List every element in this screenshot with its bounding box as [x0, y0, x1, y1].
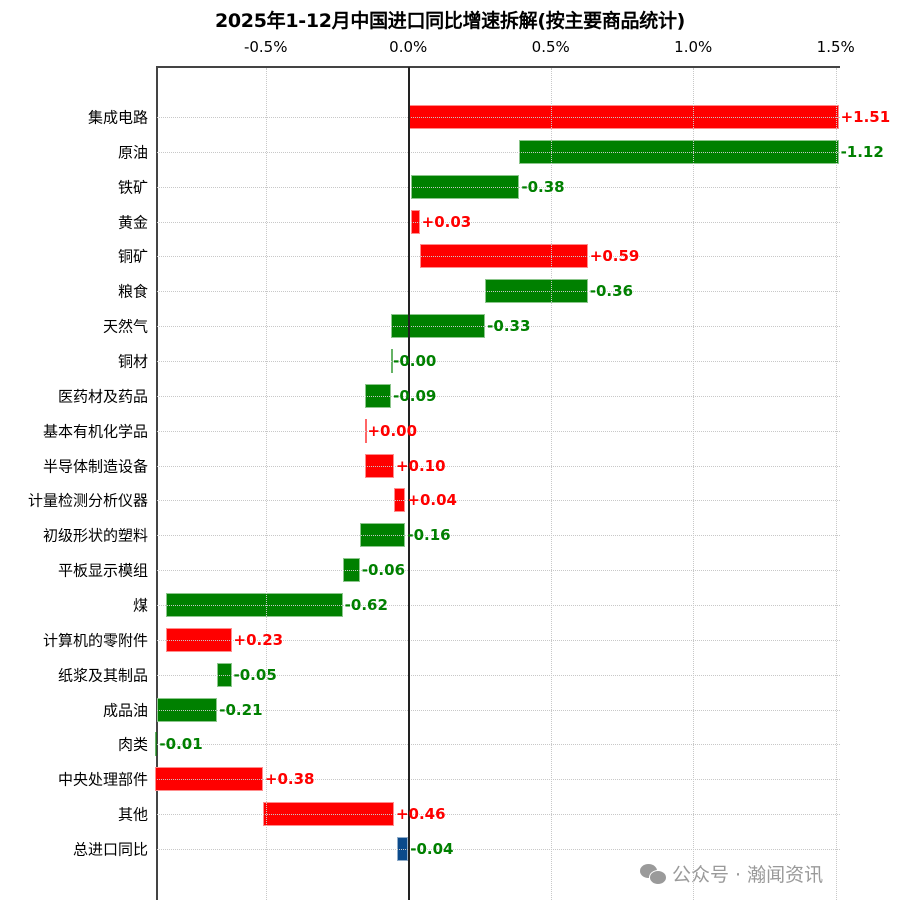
horizontal-gridline	[157, 849, 840, 851]
horizontal-gridline	[157, 605, 840, 607]
value-label: -0.06	[361, 561, 406, 580]
value-label: -0.38	[521, 177, 565, 196]
category-label: 铜矿	[117, 247, 148, 266]
horizontal-gridline	[157, 430, 840, 432]
value-label: +0.46	[395, 805, 446, 824]
horizontal-gridline	[157, 256, 840, 258]
value-label: -0.21	[219, 700, 263, 719]
axis-top-spine	[156, 66, 840, 68]
category-label: 铁矿	[117, 178, 148, 197]
x-tick-label: 1.5%	[816, 38, 855, 56]
value-label: -0.04	[410, 840, 454, 859]
horizontal-gridline	[157, 570, 840, 572]
watermark-text: 公众号 · 瀚闻资讯	[672, 864, 824, 886]
zero-line	[408, 67, 410, 900]
category-label: 粮食	[117, 282, 148, 301]
value-label: -0.01	[159, 735, 203, 754]
x-tick-label: 1.0%	[674, 38, 713, 56]
horizontal-gridline	[157, 744, 840, 746]
horizontal-gridline	[157, 639, 840, 641]
value-label: -1.12	[840, 142, 884, 161]
category-label: 基本有机化学品	[42, 422, 148, 441]
x-tick-label: -0.5%	[243, 38, 288, 56]
horizontal-gridline	[157, 291, 840, 293]
category-label: 集成电路	[87, 108, 148, 127]
value-label: -0.05	[233, 665, 277, 684]
waterfall-bar	[154, 732, 158, 757]
horizontal-gridline	[157, 186, 840, 188]
vertical-gridline	[835, 68, 837, 900]
category-label: 平板显示模组	[57, 561, 148, 580]
value-label: +0.59	[589, 247, 640, 266]
value-label: -0.36	[589, 282, 634, 301]
x-tick-label: 0.0%	[389, 38, 428, 56]
value-label: -0.09	[393, 386, 437, 405]
horizontal-gridline	[157, 221, 840, 223]
horizontal-gridline	[157, 395, 840, 397]
category-label: 原油	[117, 143, 148, 162]
value-label: -0.62	[344, 596, 388, 615]
category-label: 半导体制造设备	[42, 457, 148, 476]
vertical-gridline	[693, 68, 695, 900]
value-label: -0.16	[407, 526, 451, 545]
category-label: 中央处理部件	[57, 770, 148, 789]
horizontal-gridline	[157, 674, 840, 676]
value-label: -0.00	[393, 352, 437, 371]
value-label: +0.00	[367, 421, 418, 440]
horizontal-gridline	[157, 779, 840, 781]
value-label: +0.03	[421, 212, 472, 231]
value-label: -0.33	[487, 317, 531, 336]
category-label: 总进口同比	[72, 840, 148, 859]
category-label: 黄金	[117, 213, 148, 232]
category-label: 初级形状的塑料	[42, 526, 148, 545]
horizontal-gridline	[157, 500, 840, 502]
horizontal-gridline	[157, 465, 840, 467]
category-label: 肉类	[117, 735, 148, 754]
category-label: 医药材及药品	[57, 387, 148, 406]
chart-title: 2025年1-12月中国进口同比增速拆解(按主要商品统计)	[214, 10, 686, 32]
category-label: 计算机的零附件	[42, 631, 148, 650]
horizontal-gridline	[157, 814, 840, 816]
horizontal-gridline	[157, 535, 840, 537]
vertical-gridline	[265, 68, 267, 900]
watermark: 公众号 · 瀚闻资讯	[640, 860, 823, 887]
value-label: +0.04	[407, 491, 457, 510]
vertical-gridline	[550, 68, 552, 900]
value-label: +0.38	[264, 770, 315, 789]
category-label: 成品油	[102, 701, 148, 720]
horizontal-gridline	[157, 117, 840, 118]
value-label: +0.23	[233, 630, 284, 649]
category-label: 其他	[117, 805, 148, 824]
horizontal-gridline	[157, 151, 840, 153]
value-label: +1.51	[840, 108, 891, 126]
category-label: 天然气	[102, 317, 148, 336]
horizontal-gridline	[157, 361, 840, 363]
category-label: 铜材	[117, 352, 148, 371]
value-label: +0.10	[395, 456, 446, 475]
category-label: 煤	[132, 596, 148, 615]
horizontal-gridline	[157, 326, 840, 328]
category-label: 计量检测分析仪器	[27, 491, 148, 510]
wechat-icon	[640, 864, 667, 885]
horizontal-gridline	[157, 709, 840, 711]
x-tick-label: 0.5%	[531, 38, 570, 56]
axis-left-spine	[156, 67, 158, 900]
category-label: 纸浆及其制品	[57, 666, 148, 685]
